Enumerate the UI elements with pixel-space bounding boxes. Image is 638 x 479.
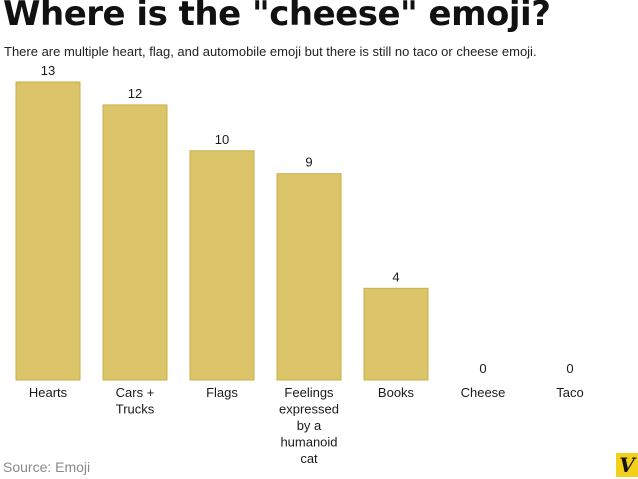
x-tick-label-line: Books [378,385,415,400]
source-note: Source: Emoji [3,459,91,475]
bar-0 [15,81,81,381]
x-tick-label-line: Cheese [461,385,506,400]
x-tick-label-0: Hearts [29,385,68,400]
chart-subtitle: There are multiple heart, flag, and auto… [4,44,537,59]
bar-3 [276,173,342,381]
data-label-5: 0 [479,361,486,376]
x-tick-label-1: Cars + Trucks [116,385,155,417]
vox-logo-icon: V [616,453,638,477]
x-tick-label-3: Feelings expressed by a humanoid cat [279,385,339,466]
x-tick-label-line: Flags [206,385,238,400]
x-tick-label-line: Feelings [284,385,334,400]
x-tick-label-line: Hearts [29,385,68,400]
chart-title: Where is the "cheese" emoji? [3,0,551,34]
bar-1 [102,104,168,381]
x-tick-label-5: Cheese [461,385,506,400]
data-label-0: 13 [41,63,55,78]
x-tick-label-line: cat [300,451,318,466]
x-tick-labels-group: Hearts Cars + Trucks Flags Feelings expressed… [29,385,584,466]
x-tick-label-line: by a [297,418,322,433]
data-label-4: 4 [392,269,399,284]
bars-group [15,81,429,381]
bar-4 [363,287,429,381]
bar-2 [189,150,255,381]
data-label-2: 10 [215,132,229,147]
x-tick-label-line: expressed [279,402,339,417]
x-tick-label-4: Books [378,385,415,400]
x-tick-label-line: humanoid [280,435,337,450]
x-tick-label-line: Taco [556,385,583,400]
x-tick-label-6: Taco [556,385,583,400]
data-label-1: 12 [128,86,142,101]
data-label-3: 9 [305,155,312,170]
data-label-6: 0 [566,361,573,376]
x-tick-label-2: Flags [206,385,238,400]
x-tick-label-line: Trucks [116,402,155,417]
x-tick-label-line: Cars + [116,385,155,400]
data-labels-group: 13 12 10 9 4 0 0 [41,63,574,376]
